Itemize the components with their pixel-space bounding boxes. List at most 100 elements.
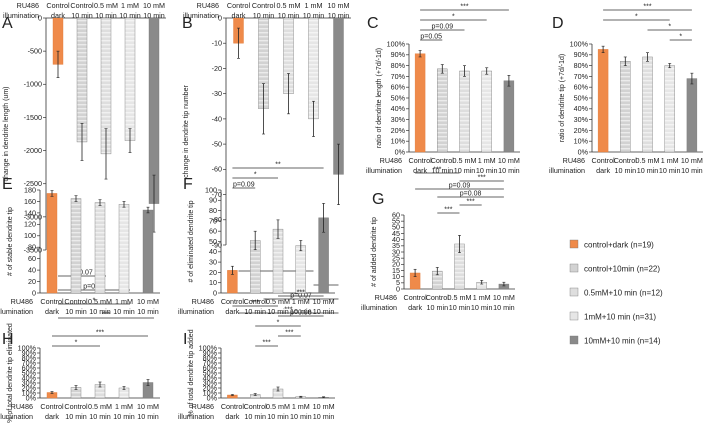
- bar: [459, 70, 470, 153]
- x-tick-label: 10 min: [454, 166, 476, 175]
- y-tick-label: -30: [212, 89, 222, 98]
- panel-letter: A: [2, 15, 13, 32]
- x-tick-label: 10 min: [65, 307, 87, 316]
- x-tick-label: 10 min: [137, 412, 159, 421]
- panel-letter: I: [183, 331, 187, 348]
- y-axis-label: % of total dendrite tip eliminated: [7, 323, 14, 423]
- y-tick-label: 20: [28, 277, 36, 286]
- x-tick-label: Control: [244, 297, 268, 306]
- y-tick-label: 0: [32, 288, 36, 297]
- x-tick-label: Control: [40, 402, 64, 411]
- x-tick-label: 10 mM: [498, 156, 520, 165]
- y-tick-label: 80%: [574, 61, 589, 70]
- y-tick-label: 30: [392, 247, 400, 256]
- bar: [70, 198, 82, 294]
- y-tick-label: -2000: [24, 146, 42, 155]
- row-label-ru486: RU486: [192, 297, 214, 306]
- x-tick-label: 10 min: [493, 303, 515, 312]
- x-tick-label: 10 min: [290, 412, 312, 421]
- y-tick-label: 10%: [391, 137, 406, 146]
- sig-label: ***: [467, 199, 475, 206]
- y-tick-label: 70%: [391, 72, 406, 81]
- row-label-illumination: illumination: [366, 166, 402, 175]
- bar: [597, 49, 609, 153]
- y-tick-label: 20: [392, 260, 400, 269]
- row-label-illumination: illumination: [361, 303, 397, 312]
- y-tick-label: 10%: [203, 388, 218, 397]
- y-tick-label: 10%: [22, 388, 37, 397]
- sig-label: *: [452, 14, 455, 21]
- y-tick-label: 40: [28, 266, 36, 275]
- x-tick-label: 10 mM: [137, 402, 159, 411]
- x-tick-label: 1 mM: [115, 402, 133, 411]
- x-tick-label: Control: [64, 402, 88, 411]
- x-tick-label: Control: [426, 293, 450, 302]
- x-tick-label: 10 min: [328, 11, 350, 20]
- x-tick-label: 10 mM: [137, 297, 159, 306]
- y-tick-label: -3000: [24, 212, 42, 221]
- y-tick-label: 10: [209, 278, 217, 287]
- panel-letter: H: [2, 331, 14, 348]
- legend-swatch: [569, 263, 579, 273]
- x-tick-label: 0.5 mM: [448, 293, 472, 302]
- y-tick-label: 70: [209, 216, 217, 225]
- y-tick-label: -1000: [24, 80, 42, 89]
- y-tick-label: 30: [209, 258, 217, 267]
- y-tick-label: 35: [392, 241, 400, 250]
- x-tick-label: 0.5 mM: [88, 297, 112, 306]
- x-tick-label: Control: [252, 1, 276, 10]
- x-tick-label: 10 min: [244, 307, 266, 316]
- sig-label: *: [635, 14, 638, 21]
- legend-swatch: [569, 287, 579, 297]
- sig-label: ***: [284, 307, 292, 314]
- x-tick-label: 10 min: [89, 412, 111, 421]
- x-tick-label: 10 min: [659, 166, 681, 175]
- x-tick-label: 1 mM: [305, 1, 323, 10]
- x-tick-label: 10 min: [143, 11, 165, 20]
- y-tick-label: 40%: [203, 373, 218, 382]
- y-tick-label: 60: [209, 227, 217, 236]
- x-tick-label: 10 min: [65, 412, 87, 421]
- sig-label: p=0.06: [290, 310, 312, 317]
- x-tick-label: Control: [244, 402, 268, 411]
- x-tick-label: 1 mM: [115, 297, 133, 306]
- x-tick-label: 10 min: [637, 166, 659, 175]
- y-tick-label: 100: [205, 185, 217, 194]
- sig-label: ***: [285, 330, 293, 337]
- y-tick-label: -50: [212, 140, 222, 149]
- y-tick-label: 60: [28, 254, 36, 263]
- sig-label: p=0.09: [449, 183, 471, 190]
- y-tick-label: 90%: [203, 348, 218, 357]
- y-axis-label: ratio of dendrite length (+7d/-1d): [376, 48, 383, 148]
- y-tick-label: 100%: [199, 343, 218, 352]
- y-tick-label: 50%: [391, 93, 406, 102]
- y-tick-label: 60%: [203, 363, 218, 372]
- bar: [142, 209, 154, 294]
- y-tick-label: -10: [212, 39, 222, 48]
- row-label-ru486: RU486: [197, 1, 219, 10]
- x-tick-label: dark: [45, 307, 59, 316]
- row-label-illumination: illumination: [549, 166, 585, 175]
- x-tick-label: 10 min: [449, 303, 471, 312]
- x-tick-label: dark: [596, 166, 610, 175]
- y-tick-label: 30%: [391, 115, 406, 124]
- panel-letter: B: [182, 15, 193, 32]
- x-tick-label: 10 mM: [493, 293, 515, 302]
- x-tick-label: 10 mM: [681, 156, 703, 165]
- panel-B: B 0 -10 -20 -30 -40 -50 -60 -70 -80 -90 change in d…: [182, 1, 351, 314]
- x-tick-label: Control: [431, 156, 455, 165]
- sig-label: ***: [433, 167, 441, 174]
- x-tick-label: Control: [221, 402, 245, 411]
- y-tick-label: 60%: [391, 83, 406, 92]
- y-tick-label: 50: [209, 237, 217, 246]
- y-tick-label: 80%: [391, 61, 406, 70]
- x-tick-label: 10 min: [89, 307, 111, 316]
- bar: [437, 68, 448, 153]
- bar: [414, 53, 426, 153]
- row-label-ru486: RU486: [11, 297, 33, 306]
- x-tick-label: 10 min: [681, 166, 703, 175]
- panel-letter: D: [552, 15, 564, 32]
- y-tick-label: 30%: [203, 378, 218, 387]
- y-tick-label: 50%: [203, 368, 218, 377]
